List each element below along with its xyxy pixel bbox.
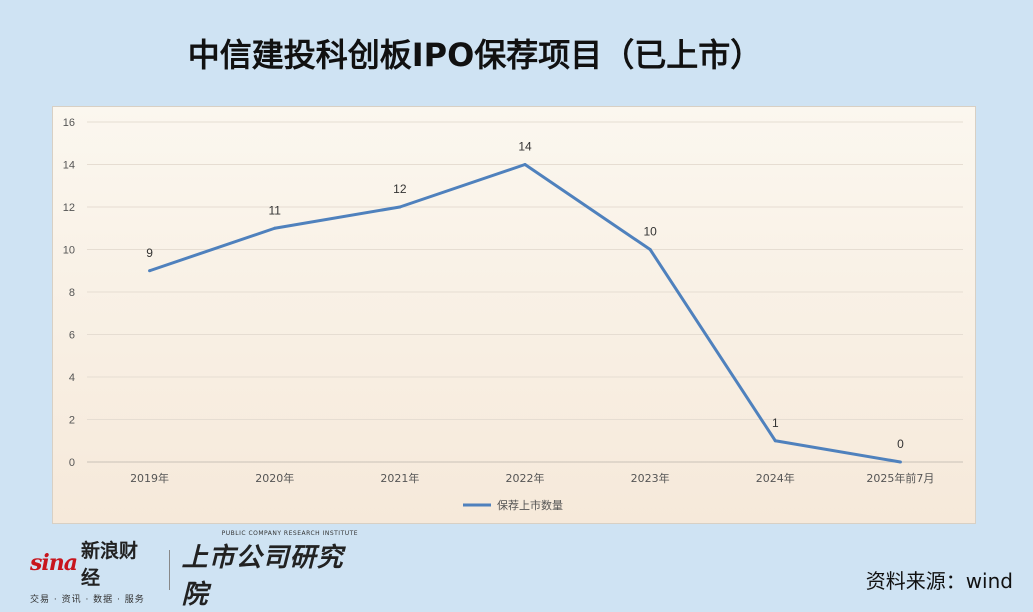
data-label-0: 9 [146,246,153,260]
y-tick-label-8: 8 [69,287,75,299]
chart-title: 中信建投科创板IPO保荐项目（已上市） [187,36,763,74]
data-point-2 [398,205,402,209]
data-label-3: 14 [518,140,532,154]
source-note: 资料来源：wind [865,569,1013,593]
data-label-6: 0 [897,437,904,451]
y-tick-label-10: 10 [63,245,75,257]
y-tick-label-0: 0 [69,457,75,469]
y-tick-label-16: 16 [63,117,75,129]
series-line-0 [149,163,901,464]
y-tick-label-12: 12 [63,202,75,214]
data-label-1: 11 [268,203,281,217]
research-institute-en: PUBLIC COMPANY RESEARCH INSTITUTE [221,529,359,537]
data-point-1 [273,226,277,230]
data-point-0 [148,269,152,273]
data-label-5: 1 [772,416,779,430]
footer-logos: sina 新浪财经 交易 · 资讯 · 数据 · 服务 PUBLIC COMPA… [30,530,370,610]
data-label-4: 10 [643,225,657,239]
x-tick-label-6: 2025年前7月 [866,471,934,485]
x-tick-label-2: 2021年 [380,471,419,485]
sina-finance-logo: sina 新浪财经 交易 · 资讯 · 数据 · 服务 [30,536,157,605]
x-tick-label-5: 2024年 [756,471,795,485]
chart-panel: 0 2 4 6 8 10 12 14 16 2019年 2020年 2021年 2022年 2023年 20… [52,106,976,524]
research-institute-cn: 上市公司研究院 [181,542,344,610]
x-tick-label-3: 2022年 [506,471,545,485]
logo-divider [168,550,170,590]
legend-label: 保荐上市数量 [497,498,563,512]
data-label-2: 12 [393,182,407,196]
research-institute-logo: PUBLIC COMPANY RESEARCH INSTITUTE 上市公司研究… [182,530,370,611]
x-tick-label-0: 2019年 [130,471,169,485]
x-tick-label-4: 2023年 [631,471,670,485]
data-point-6 [898,460,902,464]
y-tick-label-2: 2 [69,415,75,427]
y-tick-label-14: 14 [63,160,75,172]
data-point-3 [523,163,527,166]
sina-name: 新浪财经 [81,539,139,589]
x-tick-label-1: 2020年 [255,471,294,485]
data-point-5 [773,439,777,443]
sina-subtitle: 交易 · 资讯 · 数据 · 服务 [30,594,145,605]
y-tick-label-6: 6 [69,330,75,342]
data-point-4 [648,248,652,251]
sina-mark: sina [30,549,78,576]
y-tick-label-4: 4 [69,372,75,384]
